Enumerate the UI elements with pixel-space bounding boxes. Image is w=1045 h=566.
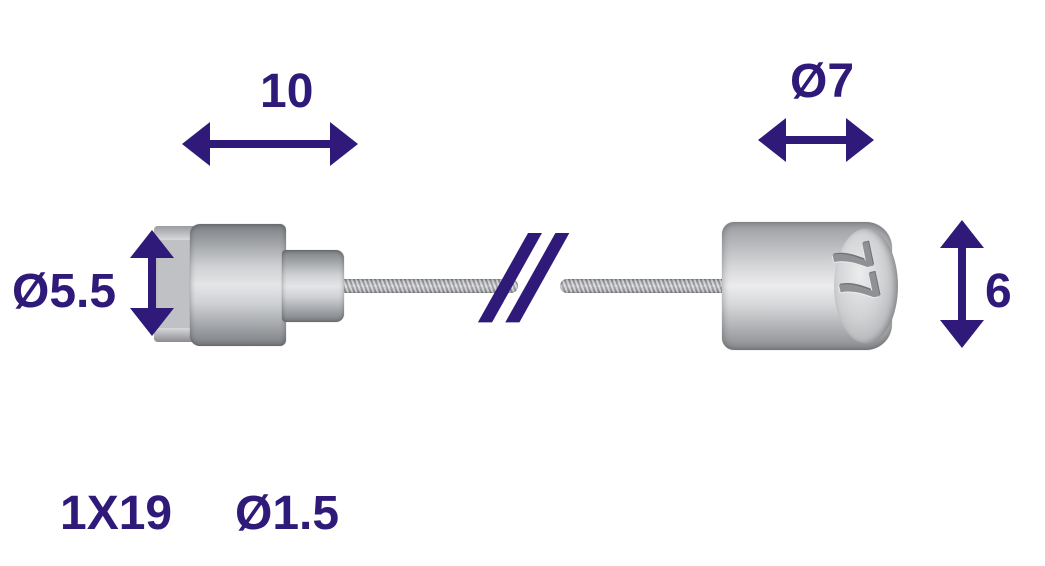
break-mark: // xyxy=(478,210,557,348)
barrel-nipple: 77 xyxy=(722,222,892,350)
label-left-width: 10 xyxy=(260,68,313,116)
label-spec-strand: 1X19 xyxy=(60,490,172,538)
dimension-arrow-left-diameter xyxy=(148,258,156,308)
barrel-nipple-emboss: 77 xyxy=(818,237,892,311)
label-left-diameter: Ø5.5 xyxy=(12,268,116,316)
technical-diagram: // 77 10 Ø7 Ø5.5 6 1X19 Ø1.5 xyxy=(0,0,1045,566)
dimension-arrow-left-width xyxy=(210,140,330,148)
label-right-diameter: Ø7 xyxy=(790,58,854,106)
label-spec-diameter: Ø1.5 xyxy=(235,490,339,538)
ferrule-body xyxy=(190,224,286,346)
ferrule-nose xyxy=(282,250,344,322)
dimension-arrow-right-diameter xyxy=(786,136,846,144)
dimension-arrow-right-height xyxy=(958,248,966,320)
label-right-height: 6 xyxy=(985,268,1012,316)
